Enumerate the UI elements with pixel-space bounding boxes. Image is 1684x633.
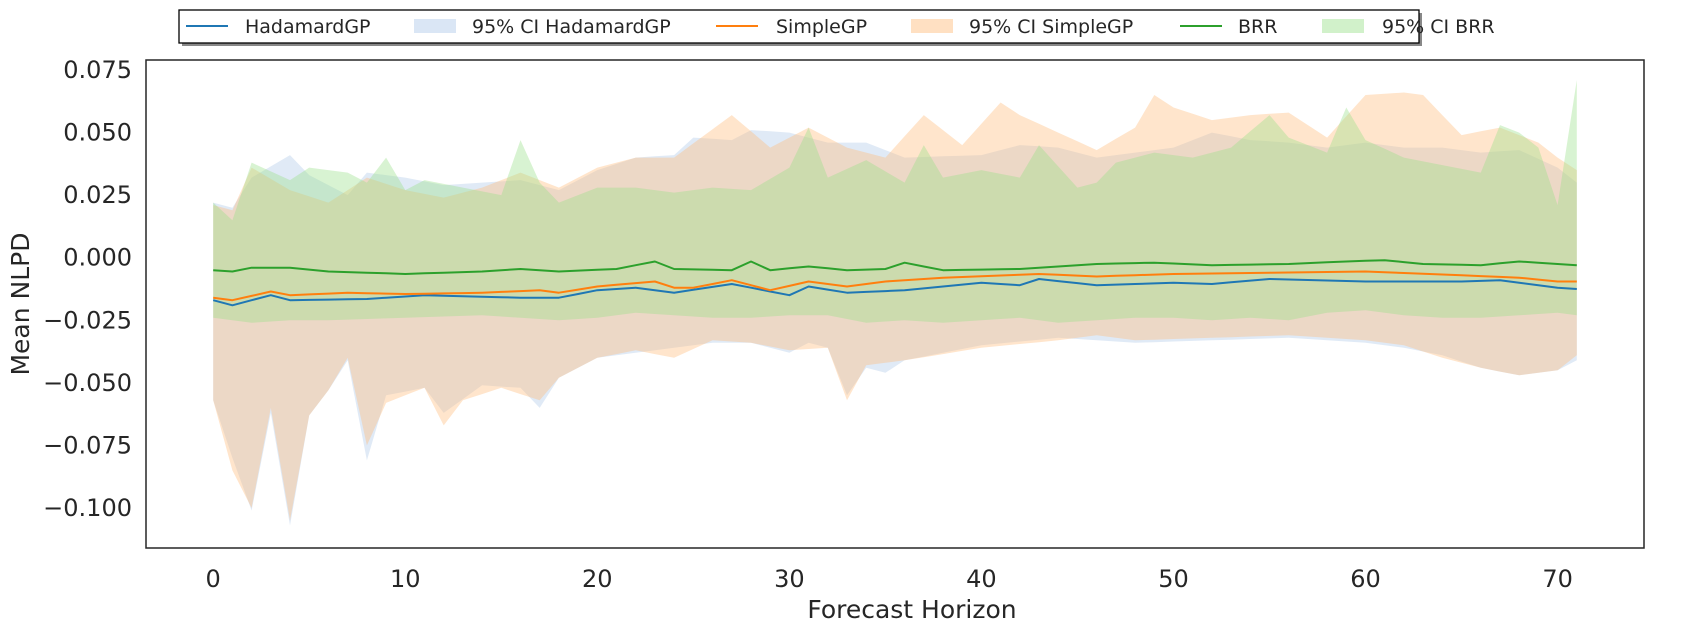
legend-label: BRR [1238, 16, 1277, 38]
legend-label: 95% CI HadamardGP [472, 16, 671, 38]
x-tick-label: 0 [206, 565, 221, 593]
y-tick-label: 0.000 [63, 244, 132, 272]
y-tick-label: 0.050 [63, 119, 132, 147]
legend-swatch-band [414, 19, 456, 33]
x-tick-label: 60 [1350, 565, 1381, 593]
x-axis-ticks: 0 10 20 30 40 50 60 70 [206, 565, 1573, 593]
x-tick-label: 10 [390, 565, 421, 593]
y-tick-label: 0.025 [63, 181, 132, 209]
x-tick-label: 50 [1158, 565, 1189, 593]
y-axis-ticks: −0.100 −0.075 −0.050 −0.025 0.000 0.025 0.050 0… [43, 56, 132, 522]
x-tick-label: 70 [1542, 565, 1573, 593]
y-axis-label: Mean NLPD [6, 232, 35, 375]
y-tick-label: −0.050 [43, 369, 132, 397]
mean-lines [212, 259, 1577, 307]
ci-band-brr [213, 80, 1577, 323]
legend-label: 95% CI BRR [1382, 16, 1495, 38]
legend-swatch-band [911, 19, 953, 33]
plot-frame [145, 59, 1645, 549]
y-tick-label: 0.075 [63, 56, 132, 84]
x-tick-label: 40 [966, 565, 997, 593]
x-tick-label: 20 [582, 565, 613, 593]
mean-line-hadamardgp [212, 278, 1577, 307]
confidence-bands [213, 80, 1577, 526]
mean-line-simplegp [213, 270, 1577, 302]
legend-label: 95% CI SimpleGP [969, 16, 1133, 38]
ci-band-simplegp [213, 92, 1577, 521]
legend: HadamardGP 95% CI HadamardGP SimpleGP 95% C… [178, 9, 1495, 46]
mean-line-brr [213, 259, 1577, 275]
legend-label: HadamardGP [245, 16, 371, 38]
legend-swatch-band [1322, 19, 1364, 33]
y-tick-label: −0.100 [43, 494, 132, 522]
x-axis-label: Forecast Horizon [807, 595, 1016, 624]
y-tick-label: −0.075 [43, 431, 132, 459]
x-tick-label: 30 [774, 565, 805, 593]
legend-label: SimpleGP [776, 16, 867, 38]
ci-band-hadamardgp [213, 130, 1577, 526]
y-tick-label: −0.025 [43, 306, 132, 334]
